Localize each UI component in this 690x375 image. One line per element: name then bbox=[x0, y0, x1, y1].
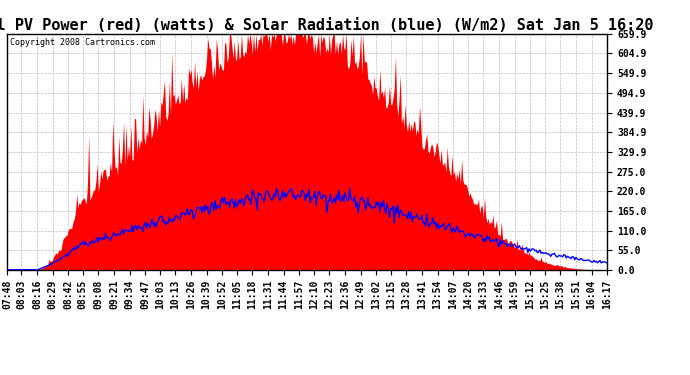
Title: Total PV Power (red) (watts) & Solar Radiation (blue) (W/m2) Sat Jan 5 16:20: Total PV Power (red) (watts) & Solar Rad… bbox=[0, 18, 654, 33]
Text: Copyright 2008 Cartronics.com: Copyright 2008 Cartronics.com bbox=[10, 39, 155, 48]
